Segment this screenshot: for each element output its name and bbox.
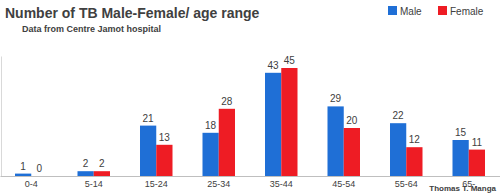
x-axis-line: [1, 176, 500, 177]
data-label: 13: [159, 132, 171, 143]
bar: [31, 176, 47, 177]
data-label: 2: [83, 158, 89, 169]
title: Number of TB Male-Female/ age range: [5, 5, 260, 21]
chart: 0-45-1415-2425-3435-4445-5455-6465-12211…: [0, 0, 500, 194]
legend-label: Female: [450, 6, 484, 17]
x-tick-label: 25-34: [207, 179, 230, 189]
bar: [140, 126, 156, 176]
x-tick: 55-64: [395, 179, 418, 189]
bar: [156, 145, 172, 176]
data-label: 20: [346, 115, 358, 126]
data-label: 0: [37, 163, 43, 174]
data-label: 22: [393, 110, 405, 121]
bar: [344, 128, 360, 176]
x-tick-label: 15-24: [145, 179, 168, 189]
data-label: 29: [330, 93, 342, 104]
x-tick: 0-4: [25, 179, 38, 189]
x-tick: 25-34: [207, 179, 230, 189]
bar: [94, 171, 110, 176]
y-axis-line: [1, 57, 2, 177]
bar: [469, 150, 485, 176]
bar: [15, 174, 31, 176]
data-label: 45: [284, 55, 296, 66]
bar: [281, 68, 297, 176]
x-tick: 5-14: [85, 179, 103, 189]
x-tick-label: 35-44: [270, 179, 293, 189]
data-labels: 1221184329221502132845201211: [20, 55, 482, 174]
credit: Thomas T. Manga: [429, 184, 496, 193]
data-label: 12: [409, 134, 421, 145]
legend-item: Female: [438, 6, 484, 17]
x-tick-label: 5-14: [85, 179, 103, 189]
data-label: 2: [99, 158, 105, 169]
legend-swatch: [388, 6, 397, 15]
legend-swatch: [438, 6, 447, 15]
x-tick: 15-24: [145, 179, 168, 189]
legend-item: Male: [388, 6, 422, 17]
x-tick: 35-44: [270, 179, 293, 189]
y-axis: [1, 57, 2, 177]
data-label: 21: [143, 113, 155, 124]
x-axis: 0-45-1415-2425-3435-4445-5455-6465-: [1, 177, 500, 190]
x-tick: 45-54: [332, 179, 355, 189]
bar: [390, 123, 406, 176]
bar: [406, 147, 422, 176]
bar: [219, 109, 235, 176]
bar: [453, 140, 469, 176]
x-tick-label: 55-64: [395, 179, 418, 189]
bars: [15, 68, 485, 176]
data-label: 43: [268, 60, 280, 71]
subtitle: Data from Centre Jamot hospital: [22, 24, 161, 34]
data-label: 18: [205, 120, 217, 131]
data-label: 11: [472, 137, 483, 148]
bar: [78, 171, 94, 176]
bar: [265, 73, 281, 176]
x-tick-label: 45-54: [332, 179, 355, 189]
bar: [328, 106, 344, 176]
data-label: 15: [455, 127, 467, 138]
legend: Male Female: [388, 6, 484, 17]
legend-label: Male: [400, 6, 422, 17]
bar: [203, 133, 219, 176]
data-label: 28: [221, 96, 233, 107]
data-label: 1: [20, 161, 26, 172]
x-tick-label: 0-4: [25, 179, 38, 189]
